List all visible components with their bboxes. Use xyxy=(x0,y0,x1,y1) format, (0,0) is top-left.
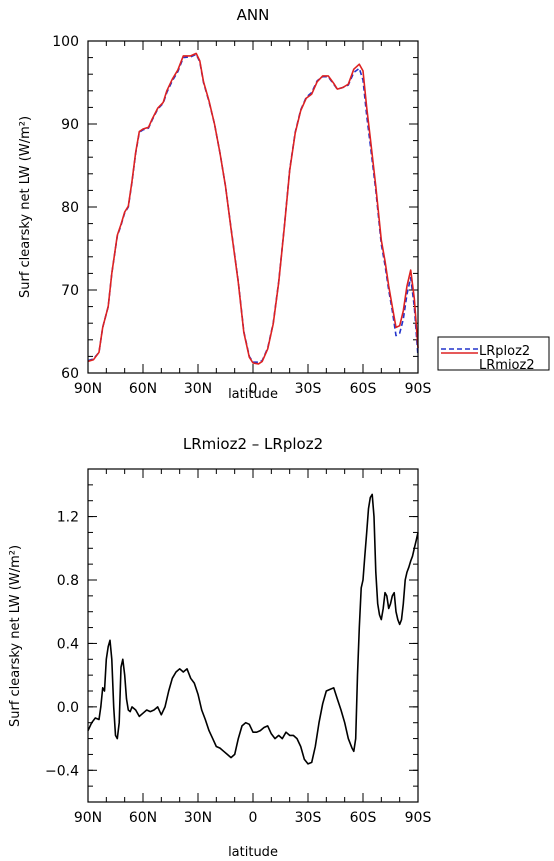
chart-ticks: 90N 60N 30N 0 30S 60S 90S 60 70 80 90 100 xyxy=(52,34,431,397)
x-tick-label: 90N xyxy=(74,810,102,826)
y-tick-label: 90 xyxy=(61,117,79,133)
x-tick-label: 30N xyxy=(184,810,212,826)
legend-label-lrploz2: LRploz2 xyxy=(479,344,530,359)
x-tick-label: 90S xyxy=(405,810,432,826)
x-tick-label: 0 xyxy=(249,810,258,826)
y-axis-label: Surf clearsky net LW (W/m²) xyxy=(18,116,33,298)
chart-series xyxy=(87,52,419,365)
chart-title: LRmioz2 – LRploz2 xyxy=(183,435,323,453)
x-tick-label: 30N xyxy=(184,381,212,397)
chart-series xyxy=(87,493,419,765)
x-tick-label: 30S xyxy=(295,810,322,826)
y-tick-label: 0.8 xyxy=(57,573,79,589)
x-tick-label: 90S xyxy=(405,381,432,397)
series-line-lrploz2 xyxy=(87,53,419,363)
y-tick-label: 60 xyxy=(61,366,79,382)
y-tick-label: 100 xyxy=(52,34,79,50)
legend-label-lrmioz2: LRmioz2 xyxy=(479,358,535,373)
x-axis-label: latitude xyxy=(228,845,278,860)
y-tick-label: 1.2 xyxy=(57,510,79,526)
x-tick-label: 30S xyxy=(295,381,322,397)
x-axis-label: latitude xyxy=(228,387,278,402)
y-tick-label: 80 xyxy=(61,200,79,216)
y-tick-label: 0.4 xyxy=(57,636,79,652)
chart-ticks: 90N 60N 30N 0 30S 60S 90S −0.4 0.0 0.4 0.8 1.2 xyxy=(45,468,432,826)
chart-difference-lw: LRmioz2 – LRploz2 90N 60N 30N 0 30S 60S 90S −0.… xyxy=(8,435,431,860)
series-line-lrmioz2 xyxy=(87,52,419,365)
x-tick-label: 60N xyxy=(129,381,157,397)
x-tick-label: 0 xyxy=(249,381,258,397)
plot-frame xyxy=(87,468,419,803)
y-tick-label: −0.4 xyxy=(45,763,79,779)
legend: LRploz2 LRmioz2 xyxy=(437,336,550,373)
chart-annual-lw: ANN 90N 60N 30N 0 30S 60S 90S 60 70 80 90 100 latit… xyxy=(18,6,550,402)
plot-frame xyxy=(87,40,419,374)
y-axis-label: Surf clearsky net LW (W/m²) xyxy=(8,545,23,727)
y-tick-label: 70 xyxy=(61,283,79,299)
x-tick-label: 60S xyxy=(350,810,377,826)
x-tick-label: 90N xyxy=(74,381,102,397)
y-tick-label: 0.0 xyxy=(57,700,79,716)
chart-title: ANN xyxy=(237,6,270,24)
series-line-difference xyxy=(87,493,419,765)
x-tick-label: 60N xyxy=(129,810,157,826)
x-tick-label: 60S xyxy=(350,381,377,397)
